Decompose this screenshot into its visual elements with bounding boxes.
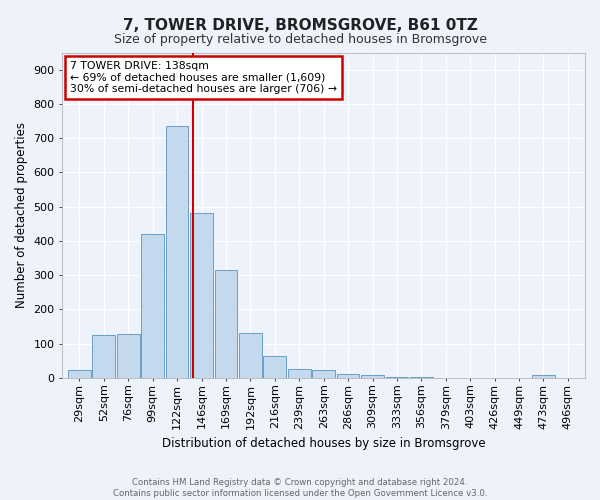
Bar: [166, 126, 188, 378]
Text: 7, TOWER DRIVE, BROMSGROVE, B61 0TZ: 7, TOWER DRIVE, BROMSGROVE, B61 0TZ: [122, 18, 478, 32]
Bar: [532, 375, 555, 378]
Bar: [288, 369, 311, 378]
Text: Contains HM Land Registry data © Crown copyright and database right 2024.
Contai: Contains HM Land Registry data © Crown c…: [113, 478, 487, 498]
Text: Size of property relative to detached houses in Bromsgrove: Size of property relative to detached ho…: [113, 32, 487, 46]
Bar: [92, 335, 115, 378]
X-axis label: Distribution of detached houses by size in Bromsgrove: Distribution of detached houses by size …: [162, 437, 485, 450]
Bar: [337, 374, 359, 378]
Bar: [313, 370, 335, 378]
Bar: [142, 234, 164, 378]
Bar: [68, 370, 91, 378]
Bar: [263, 356, 286, 378]
Text: 7 TOWER DRIVE: 138sqm
← 69% of detached houses are smaller (1,609)
30% of semi-d: 7 TOWER DRIVE: 138sqm ← 69% of detached …: [70, 60, 337, 94]
Bar: [190, 212, 213, 378]
Bar: [239, 334, 262, 378]
Bar: [117, 334, 140, 378]
Bar: [361, 375, 384, 378]
Bar: [215, 270, 238, 378]
Y-axis label: Number of detached properties: Number of detached properties: [15, 122, 28, 308]
